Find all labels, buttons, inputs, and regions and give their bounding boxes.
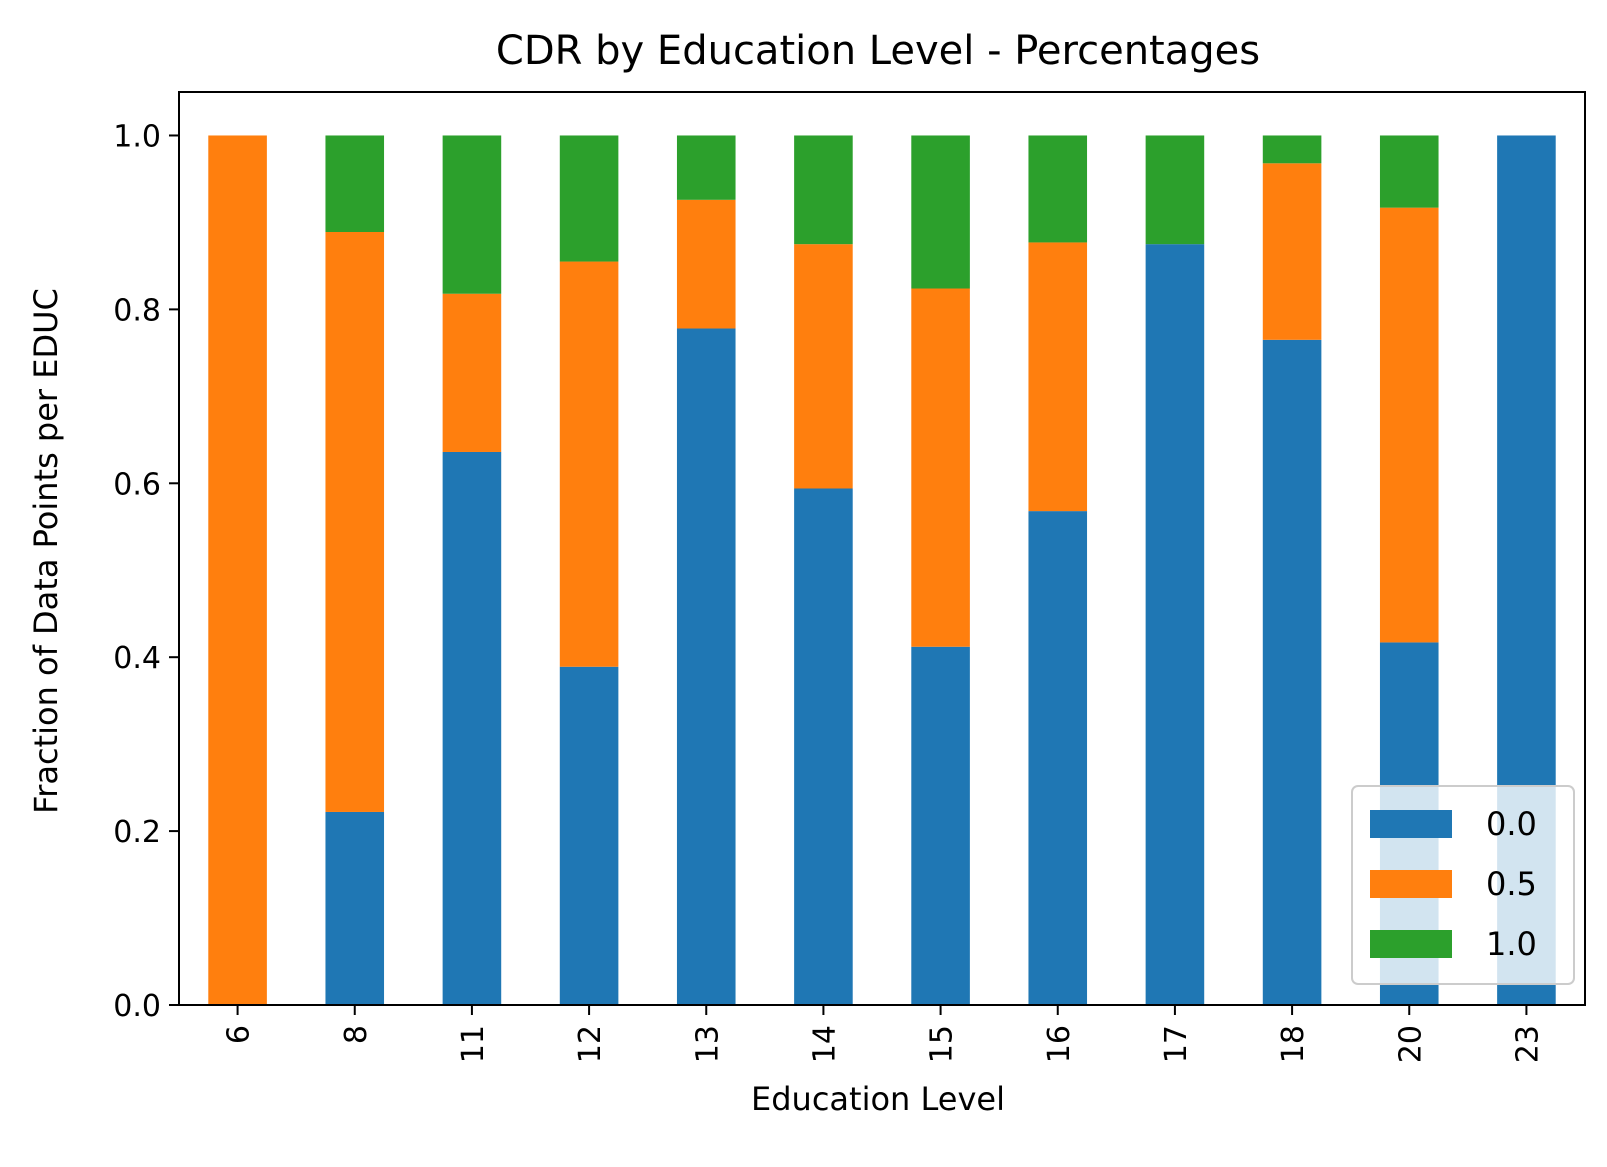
legend-swatch-0.0 <box>1370 810 1452 838</box>
x-axis: 6 8 11 12 13 14 15 16 17 18 20 23 <box>222 1005 1545 1063</box>
plot-frame <box>178 91 1586 1006</box>
legend-label-0.5: 0.5 <box>1486 865 1537 903</box>
legend: 0.0 0.5 1.0 <box>1351 785 1575 985</box>
bar-educ-14-cdr-0.0 <box>794 488 853 1005</box>
y-tick-label: 0.8 <box>113 293 161 328</box>
x-tick-label: 8 <box>339 1025 374 1044</box>
y-axis: 0.0 0.2 0.4 0.6 0.8 1.0 <box>113 119 179 1024</box>
bar-educ-18-cdr-0.5 <box>1262 163 1322 340</box>
bar-educ-11-cdr-0.0 <box>442 451 502 1005</box>
bar-educ-11-cdr-1.0 <box>442 135 502 294</box>
bar-educ-8-cdr-0.5 <box>325 231 385 812</box>
x-tick-label: 6 <box>222 1025 257 1044</box>
x-tick-label: 18 <box>1276 1025 1311 1063</box>
bar-educ-17-cdr-1.0 <box>1145 135 1205 245</box>
x-tick-label: 20 <box>1393 1025 1428 1063</box>
bar-educ-8-cdr-0.0 <box>325 811 385 1005</box>
legend-swatch-0.5 <box>1370 870 1452 898</box>
legend-label-0.0: 0.0 <box>1486 805 1537 843</box>
bar-educ-14-cdr-0.5 <box>794 244 853 489</box>
x-tick-label: 12 <box>573 1025 608 1063</box>
y-tick-label: 0.6 <box>113 467 161 502</box>
bar-educ-16-cdr-1.0 <box>1028 135 1088 243</box>
y-tick-label: 0.0 <box>113 989 161 1024</box>
y-axis-label: Fraction of Data Points per EDUC <box>27 288 65 814</box>
legend-swatch-1.0 <box>1370 930 1452 958</box>
bar-educ-12-cdr-0.5 <box>559 261 619 667</box>
bar-educ-20-cdr-0.5 <box>1379 207 1439 643</box>
legend-label-1.0: 1.0 <box>1486 925 1537 963</box>
x-tick-label: 14 <box>807 1025 842 1063</box>
bar-educ-15-cdr-1.0 <box>911 135 970 289</box>
x-axis-label: Education Level <box>751 1080 1005 1118</box>
bar-educ-20-cdr-1.0 <box>1379 135 1439 208</box>
x-tick-label: 11 <box>456 1025 491 1063</box>
bar-educ-12-cdr-0.0 <box>559 666 619 1005</box>
bar-educ-8-cdr-1.0 <box>325 135 385 232</box>
bar-educ-16-cdr-0.5 <box>1028 242 1088 512</box>
bar-educ-14-cdr-1.0 <box>794 135 853 245</box>
bar-educ-16-cdr-0.0 <box>1028 511 1088 1005</box>
bar-educ-18-cdr-1.0 <box>1262 135 1322 164</box>
bar-educ-11-cdr-0.5 <box>442 293 502 452</box>
y-tick-label: 0.4 <box>113 641 161 676</box>
bar-educ-15-cdr-0.5 <box>911 288 970 647</box>
bar-educ-13-cdr-0.5 <box>676 199 736 329</box>
x-tick-label: 23 <box>1510 1025 1545 1063</box>
bar-educ-13-cdr-0.0 <box>676 328 736 1005</box>
x-tick-label: 17 <box>1159 1025 1194 1063</box>
bar-educ-18-cdr-0.0 <box>1262 339 1322 1005</box>
x-tick-label: 13 <box>690 1025 725 1063</box>
bar-educ-12-cdr-1.0 <box>559 135 619 262</box>
y-tick-label: 1.0 <box>113 119 161 154</box>
bar-educ-13-cdr-1.0 <box>676 135 736 200</box>
x-tick-label: 15 <box>925 1025 960 1063</box>
bar-educ-6-cdr-0.5 <box>208 135 267 1005</box>
bar-educ-15-cdr-0.0 <box>911 646 970 1005</box>
y-tick-label: 0.2 <box>113 815 161 850</box>
bar-educ-17-cdr-0.0 <box>1145 244 1205 1005</box>
chart-title: CDR by Education Level - Percentages <box>496 28 1260 74</box>
x-tick-label: 16 <box>1042 1025 1077 1063</box>
